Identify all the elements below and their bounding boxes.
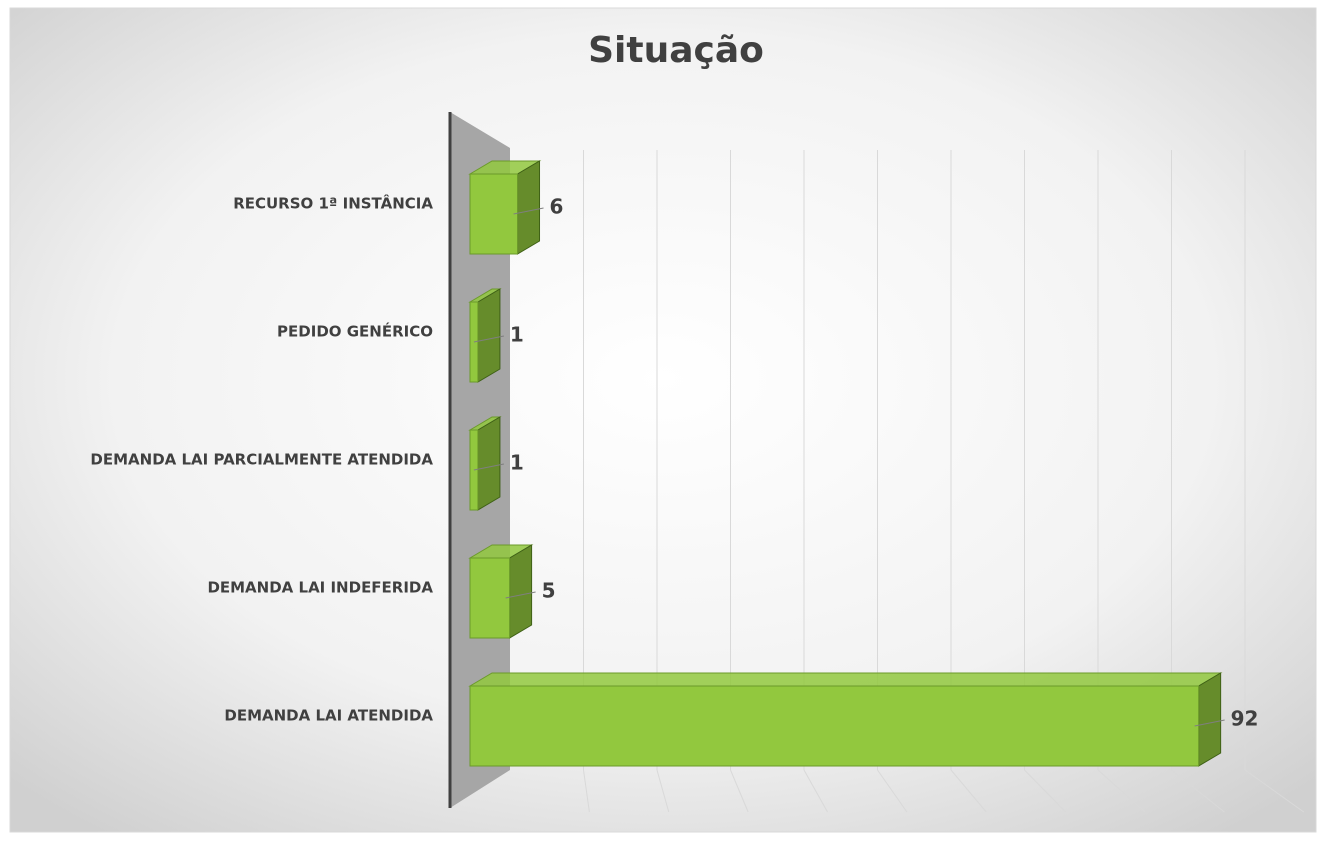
floor-line bbox=[1244, 769, 1305, 813]
chart-title: Situação bbox=[588, 30, 764, 71]
bar-top bbox=[468, 672, 1223, 687]
y-tick-label: DEMANDA LAI INDEFERIDA bbox=[207, 579, 433, 597]
leader-line bbox=[513, 207, 544, 215]
floor-line bbox=[1097, 769, 1146, 813]
floor-line bbox=[877, 769, 908, 813]
y-tick-label: DEMANDA LAI ATENDIDA bbox=[224, 707, 433, 725]
bar-side bbox=[477, 416, 501, 511]
floor-line bbox=[656, 769, 670, 813]
floor-line bbox=[1024, 769, 1067, 813]
data-label: 1 bbox=[510, 451, 524, 475]
data-label: 5 bbox=[542, 579, 556, 603]
data-label: 6 bbox=[550, 195, 564, 219]
bar bbox=[469, 557, 511, 639]
floor-line bbox=[950, 769, 987, 813]
bar-side bbox=[517, 160, 541, 255]
leader-line bbox=[505, 591, 536, 599]
leader-line bbox=[1194, 719, 1225, 727]
y-tick-label: DEMANDA LAI PARCIALMENTE ATENDIDA bbox=[90, 451, 433, 469]
bar-side bbox=[509, 544, 533, 639]
floor-line bbox=[803, 769, 828, 813]
leader-line bbox=[473, 335, 505, 343]
leader-line bbox=[473, 463, 505, 471]
data-label: 92 bbox=[1231, 707, 1259, 731]
bar-side bbox=[477, 288, 501, 383]
bar bbox=[469, 685, 1200, 767]
floor-line bbox=[730, 769, 749, 813]
bar-side bbox=[1198, 672, 1222, 767]
data-label: 1 bbox=[510, 323, 524, 347]
floor-line bbox=[1171, 769, 1225, 813]
y-tick-label: RECURSO 1ª INSTÂNCIA bbox=[233, 194, 433, 213]
floor-line bbox=[583, 769, 590, 813]
y-tick-label: PEDIDO GENÉRICO bbox=[277, 322, 433, 341]
bar bbox=[469, 173, 519, 255]
